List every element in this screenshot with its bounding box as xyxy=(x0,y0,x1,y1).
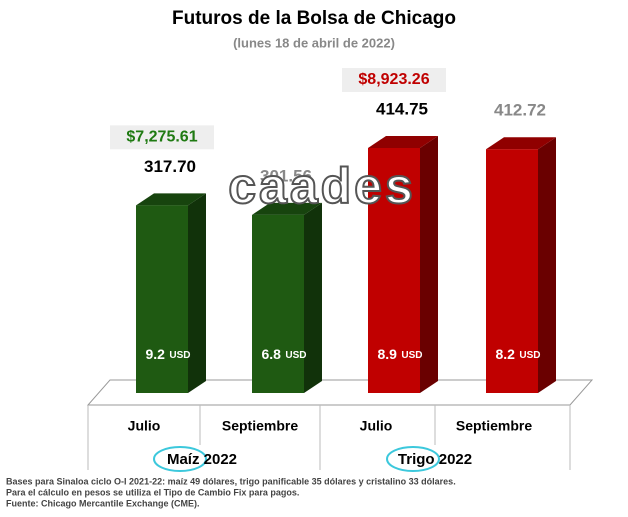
value-label: 317.70 xyxy=(144,157,196,176)
chart-title: Futuros de la Bolsa de Chicago xyxy=(172,8,456,29)
highlight-circle xyxy=(386,446,440,472)
chart-subtitle: (lunes 18 de abril de 2022) xyxy=(233,35,395,50)
usd-unit: USD xyxy=(401,350,422,361)
bar xyxy=(252,214,304,393)
bar xyxy=(136,205,188,393)
bar-top xyxy=(136,193,206,206)
value-label: 412.72 xyxy=(494,101,546,120)
price-label: $7,275.61 xyxy=(126,129,197,146)
highlight-circle xyxy=(153,446,207,472)
group-label: Maíz 2022 xyxy=(167,451,237,468)
x-tick-label: Septiembre xyxy=(456,418,532,434)
price-box xyxy=(342,68,446,92)
bar-side xyxy=(188,193,206,393)
usd-value: 6.8 xyxy=(261,346,281,362)
watermark: caades xyxy=(228,158,416,214)
usd-label: 8.9 USD xyxy=(377,346,422,364)
usd-unit: USD xyxy=(285,350,306,361)
bar xyxy=(368,148,420,393)
usd-value: 8.9 xyxy=(377,346,397,362)
bar-side xyxy=(304,202,322,393)
x-tick-label: Julio xyxy=(128,418,161,434)
price-box xyxy=(110,125,214,150)
usd-unit: USD xyxy=(519,350,540,361)
bar xyxy=(486,149,538,393)
bar-side xyxy=(538,137,556,393)
footnote: Fuente: Chicago Mercantile Exchange (CME… xyxy=(6,498,200,508)
bar-top xyxy=(486,137,556,150)
usd-value: 8.2 xyxy=(495,346,515,362)
footnote: Para el cálculo en pesos se utiliza el T… xyxy=(6,487,299,497)
price-label: $8,923.26 xyxy=(358,71,429,88)
bar-top xyxy=(252,202,322,215)
usd-label: 8.2 USD xyxy=(495,346,540,364)
bar-top xyxy=(368,136,438,148)
usd-value: 9.2 xyxy=(145,346,165,362)
x-tick-label: Julio xyxy=(360,418,393,434)
usd-label: 9.2 USD xyxy=(145,346,190,364)
x-tick-label: Septiembre xyxy=(222,418,298,434)
usd-unit: USD xyxy=(169,350,190,361)
usd-label: 6.8 USD xyxy=(261,346,306,364)
value-label: 301.56 xyxy=(260,166,312,185)
bar-side xyxy=(420,136,438,393)
floor xyxy=(86,379,594,406)
group-label: Trigo 2022 xyxy=(398,451,472,468)
footnote: Bases para Sinaloa ciclo O-I 2021-22: ma… xyxy=(6,476,456,486)
value-label: 414.75 xyxy=(376,99,428,118)
